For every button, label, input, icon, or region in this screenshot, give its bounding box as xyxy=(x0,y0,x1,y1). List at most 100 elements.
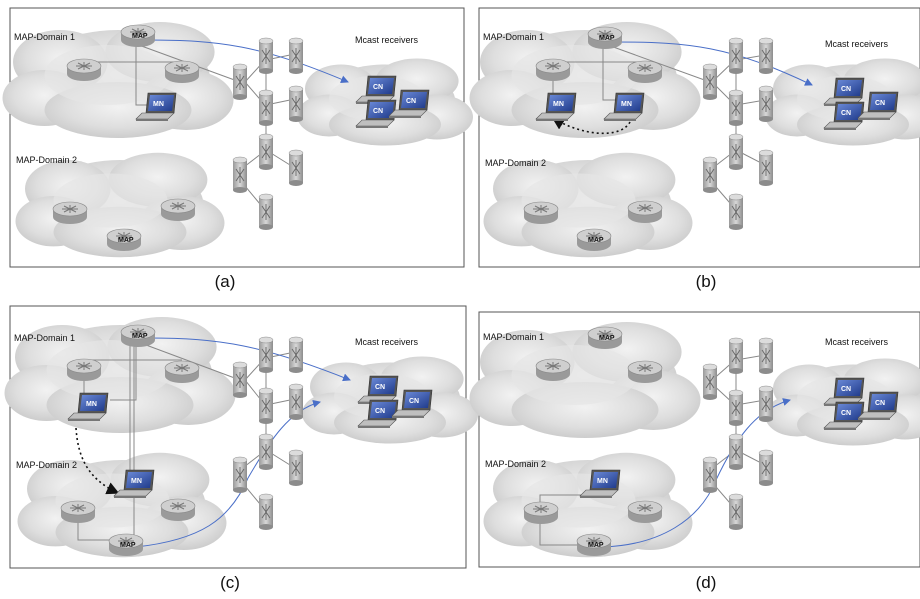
multicast-flow-arrow xyxy=(147,337,351,382)
cn-label: CN xyxy=(841,386,851,393)
handover-arrow xyxy=(75,427,120,495)
core-router xyxy=(288,383,304,421)
multicast-flow-arrow xyxy=(715,398,791,481)
core-router xyxy=(728,89,744,127)
multicast-flow-arrow xyxy=(145,39,349,83)
caption-d: (d) xyxy=(695,573,717,592)
multicast-flow-line xyxy=(602,479,717,548)
panel-d: MAP-Domain 1 MAP-Domain 2 Mcast receiver… xyxy=(469,311,920,568)
core-router xyxy=(258,89,274,127)
core-router xyxy=(258,433,274,471)
cn-label: CN xyxy=(373,108,383,115)
router xyxy=(627,500,663,524)
core-router xyxy=(288,449,304,487)
handover-arrow xyxy=(551,117,631,135)
router xyxy=(66,358,102,382)
core-router xyxy=(702,156,718,194)
mn-label: MN xyxy=(597,478,608,485)
cn-label: CN xyxy=(375,408,385,415)
core-router xyxy=(232,63,248,101)
core-router xyxy=(702,456,718,494)
core-router xyxy=(258,193,274,231)
core-router xyxy=(758,337,774,375)
router xyxy=(60,500,96,524)
core-router xyxy=(728,433,744,471)
panel-a: MAP-Domain 1 MAP-Domain 2 Mcast receiver… xyxy=(2,7,473,268)
domain-1-label: MAP-Domain 1 xyxy=(14,333,75,343)
core-router xyxy=(728,37,744,75)
core-router xyxy=(728,389,744,427)
core-router xyxy=(728,193,744,231)
router xyxy=(627,200,663,224)
mn-label: MN xyxy=(131,478,142,485)
core-router xyxy=(728,493,744,531)
router xyxy=(66,58,102,82)
mn-label: MN xyxy=(86,401,97,408)
caption-a: (a) xyxy=(214,272,236,291)
mn-label: MN xyxy=(621,101,632,108)
multicast-flow-arrow xyxy=(613,41,813,86)
domain-2-label: MAP-Domain 2 xyxy=(16,155,77,165)
cn-label: CN xyxy=(373,84,383,91)
core-router xyxy=(758,37,774,75)
caption-b: (b) xyxy=(695,272,717,291)
core-router xyxy=(288,149,304,187)
core-router xyxy=(232,456,248,494)
core-router xyxy=(232,156,248,194)
core-router xyxy=(288,37,304,75)
router xyxy=(160,198,196,222)
router xyxy=(627,360,663,384)
cn-label: CN xyxy=(875,400,885,407)
receivers-label: Mcast receivers xyxy=(825,39,889,49)
domain-1-label: MAP-Domain 1 xyxy=(14,32,75,42)
core-router xyxy=(702,363,718,401)
mn-label: MN xyxy=(553,101,564,108)
domain-2-label: MAP-Domain 2 xyxy=(485,158,546,168)
router xyxy=(535,58,571,82)
domain-2-label: MAP-Domain 2 xyxy=(16,460,77,470)
core-router xyxy=(758,385,774,423)
core-router xyxy=(258,37,274,75)
map-label: MAP xyxy=(599,35,615,42)
core-router xyxy=(728,337,744,375)
router xyxy=(52,201,88,225)
mn-label: MN xyxy=(153,101,164,108)
cn-label: CN xyxy=(841,110,851,117)
core-router xyxy=(258,336,274,374)
domain-1-label: MAP-Domain 1 xyxy=(483,32,544,42)
core-router xyxy=(728,133,744,171)
core-router xyxy=(288,336,304,374)
cn-label: CN xyxy=(375,384,385,391)
cn-label: CN xyxy=(409,398,419,405)
map-label: MAP xyxy=(120,542,136,549)
router xyxy=(523,201,559,225)
core-router xyxy=(758,85,774,123)
core-router xyxy=(258,133,274,171)
map-label: MAP xyxy=(588,237,604,244)
core-router xyxy=(758,449,774,487)
map-label: MAP xyxy=(132,33,148,40)
router xyxy=(627,60,663,84)
map-label: MAP xyxy=(588,542,604,549)
panel-c: MAP-Domain 1 MAP-Domain 2 Mcast receiver… xyxy=(4,305,478,569)
receivers-label: Mcast receivers xyxy=(825,337,889,347)
map-label: MAP xyxy=(132,333,148,340)
receivers-label: Mcast receivers xyxy=(355,35,419,45)
domain-2-label: MAP-Domain 2 xyxy=(485,459,546,469)
map-label: MAP xyxy=(118,237,134,244)
core-router xyxy=(232,361,248,399)
core-router xyxy=(702,63,718,101)
receivers-label: Mcast receivers xyxy=(355,337,419,347)
panel-b: MAP-Domain 1 MAP-Domain 2 Mcast receiver… xyxy=(469,7,920,268)
cn-label: CN xyxy=(841,86,851,93)
core-router xyxy=(258,493,274,531)
caption-c: (c) xyxy=(220,573,240,592)
cn-label: CN xyxy=(875,100,885,107)
map-label: MAP xyxy=(599,335,615,342)
domain-1-label: MAP-Domain 1 xyxy=(483,332,544,342)
multicast-flow-arrow xyxy=(247,399,321,479)
router xyxy=(164,360,200,384)
cn-label: CN xyxy=(841,410,851,417)
core-router xyxy=(258,387,274,425)
